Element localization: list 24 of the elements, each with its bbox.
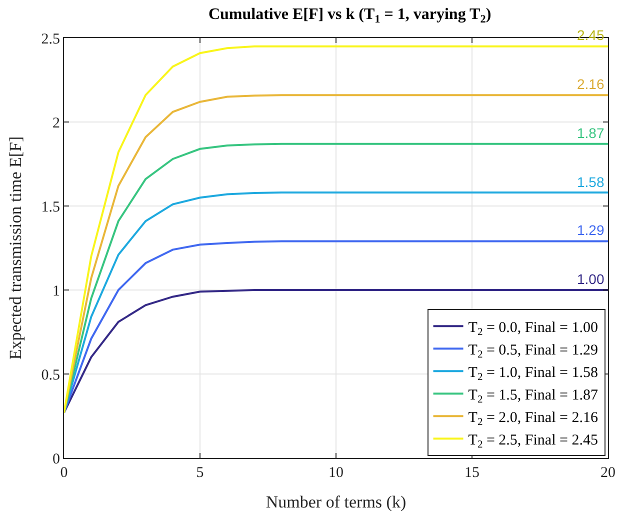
legend-label: T$_{2}$ = 2.5, Final = 2.45 (468, 432, 598, 451)
x-tick-label: 5 (196, 465, 204, 481)
annotation: 2.16 (577, 76, 604, 92)
chart-title: Cumulative E[F] vs k (T$_{1}$ = 1, varying T$_{2}$) (208, 6, 492, 26)
y-tick-label: 2 (52, 115, 60, 132)
y-axis-title: Expected transmission time E[F] (6, 136, 25, 360)
y-tick-label: 1.5 (41, 199, 60, 216)
x-tick-label: 10 (328, 465, 344, 481)
legend-label: T$_{2}$ = 0.5, Final = 1.29 (468, 342, 598, 361)
y-tick-label: 2.5 (41, 31, 60, 48)
x-tick-label: 15 (464, 465, 480, 481)
legend-label: T$_{2}$ = 0.0, Final = 1.00 (468, 320, 598, 338)
x-axis-title: Number of terms (k) (266, 492, 406, 512)
legend-label: T$_{2}$ = 1.5, Final = 1.87 (468, 388, 598, 406)
annotation: 1.58 (577, 174, 604, 190)
annotation: 1.00 (577, 271, 604, 287)
legend-label: T$_{2}$ = 2.0, Final = 2.16 (468, 410, 598, 428)
legend-label: T$_{2}$ = 1.0, Final = 1.58 (468, 365, 598, 384)
annotation: 1.29 (577, 222, 604, 238)
y-tick-label: 0.5 (41, 367, 60, 384)
y-tick-label: 1 (52, 283, 60, 300)
annotation: 1.87 (577, 125, 604, 141)
y-tick-label: 0 (52, 451, 60, 468)
x-tick-label: 20 (600, 465, 616, 481)
